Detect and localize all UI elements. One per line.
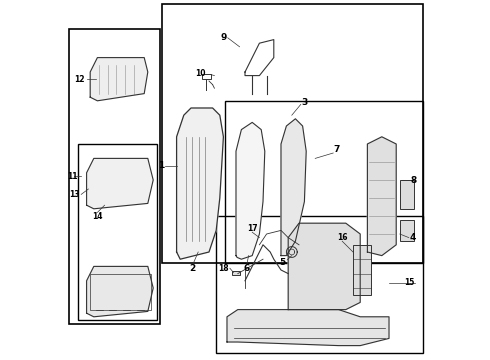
Text: 1: 1 xyxy=(158,161,164,170)
Bar xyxy=(232,271,240,275)
Polygon shape xyxy=(90,58,148,101)
Text: 11: 11 xyxy=(67,172,77,181)
Bar xyxy=(353,245,371,295)
Bar xyxy=(400,180,414,209)
Text: 10: 10 xyxy=(195,69,205,78)
Text: 8: 8 xyxy=(410,176,416,185)
Bar xyxy=(400,220,414,241)
Text: 5: 5 xyxy=(280,258,286,267)
Text: 14: 14 xyxy=(92,212,102,220)
Bar xyxy=(90,274,151,310)
Text: 15: 15 xyxy=(405,278,415,287)
Text: 4: 4 xyxy=(409,233,416,242)
Polygon shape xyxy=(368,137,396,256)
Polygon shape xyxy=(87,266,153,317)
Text: 13: 13 xyxy=(69,190,79,199)
Text: 2: 2 xyxy=(190,264,196,273)
Polygon shape xyxy=(227,310,389,346)
Text: 16: 16 xyxy=(337,233,347,242)
Text: 12: 12 xyxy=(74,75,85,84)
Text: 17: 17 xyxy=(247,224,258,233)
Polygon shape xyxy=(236,122,265,259)
Polygon shape xyxy=(288,223,360,310)
Bar xyxy=(202,74,211,79)
Polygon shape xyxy=(87,158,153,209)
Polygon shape xyxy=(281,119,306,256)
Text: 9: 9 xyxy=(220,33,226,42)
Text: 7: 7 xyxy=(334,145,340,154)
Text: 18: 18 xyxy=(218,264,229,273)
Text: 6: 6 xyxy=(244,264,250,273)
Text: 3: 3 xyxy=(301,98,308,107)
Polygon shape xyxy=(176,108,223,259)
